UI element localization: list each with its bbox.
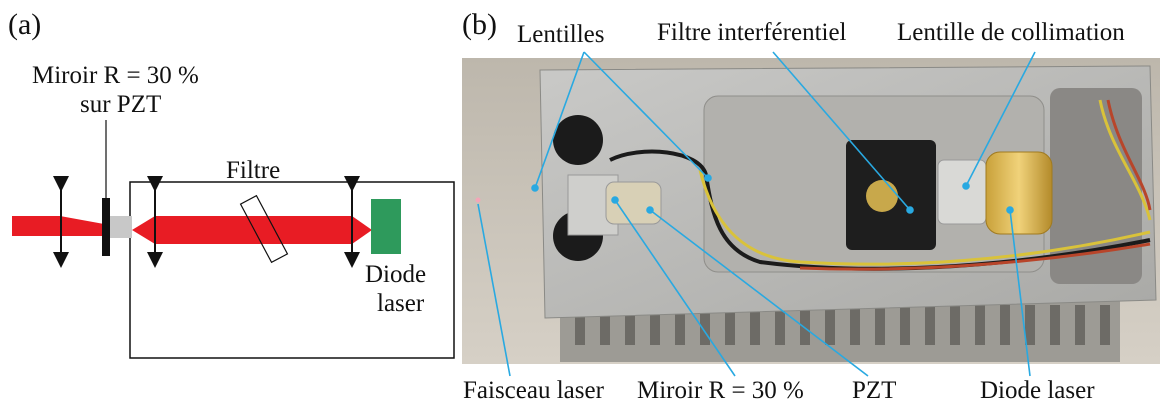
filter-label: Filtre [226, 157, 281, 184]
diode-label: Diode [365, 261, 427, 288]
panel-a-tag: (a) [8, 8, 42, 41]
cable-red [799, 242, 1151, 271]
mirror [102, 198, 110, 256]
pointers [477, 51, 1036, 377]
beam-output [12, 216, 104, 236]
pointer-lenses-right [583, 51, 709, 179]
pzt-cylinder [605, 181, 662, 225]
pzt-label: PZT [852, 377, 897, 404]
pzt-block [110, 216, 132, 238]
filter [239, 194, 289, 264]
collimation-lens-part [937, 159, 987, 225]
filter-screw [866, 180, 898, 212]
pointer-pzt [649, 209, 869, 377]
diode-label-laser: laser [377, 290, 425, 317]
pointer-mirror [614, 199, 736, 377]
photo-b [462, 58, 1160, 364]
lenses-label: Lentilles [517, 21, 605, 48]
schematic-a [12, 120, 455, 359]
beam-spot [475, 197, 481, 203]
diode-cylinder [985, 151, 1053, 235]
cable-yellow [698, 169, 1151, 266]
laser-diode [371, 199, 401, 254]
knob-top [553, 115, 603, 165]
mirror-label-pzt: sur PZT [80, 91, 162, 118]
pointer-diode [1009, 209, 1031, 377]
pointer-lenses-left [534, 51, 585, 189]
pointer-beam [477, 203, 511, 377]
mirror-label: Miroir R = 30 % [32, 62, 199, 89]
laser-diode-label: Diode laser [980, 377, 1095, 404]
pointer-filter [772, 51, 911, 211]
collimation-lens-label: Lentille de collimation [897, 19, 1125, 46]
pointer-collimation [965, 51, 1036, 187]
mirror-photo-label: Miroir R = 30 % [637, 377, 804, 404]
laser-beam-label: Faisceau laser [463, 377, 604, 404]
interference-filter-label: Filtre interférentiel [657, 19, 847, 46]
external-cavity-box [129, 181, 455, 359]
beam-cavity [132, 216, 372, 244]
panel-b-tag: (b) [462, 8, 497, 41]
